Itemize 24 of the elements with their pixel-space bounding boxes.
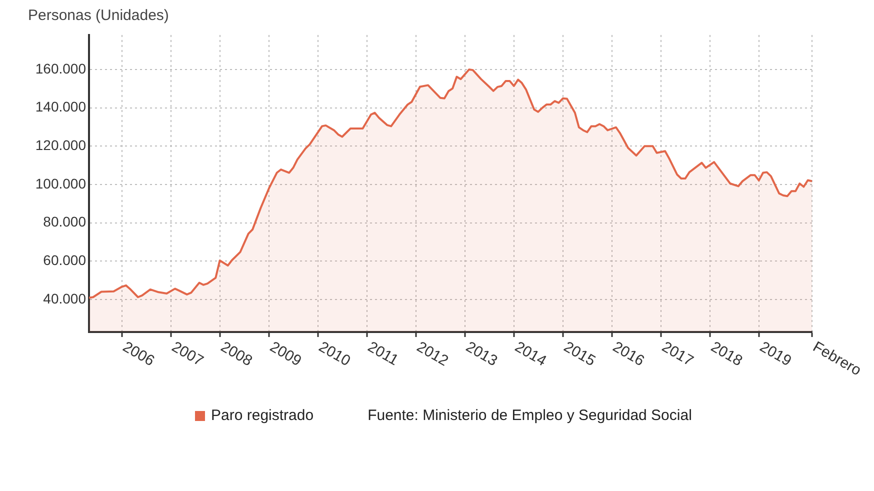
y-tick-label: 120.000 xyxy=(35,136,86,153)
y-tick-label: 140.000 xyxy=(35,98,86,115)
x-tick-label: 2014 xyxy=(512,338,550,370)
x-tick-label: 2006 xyxy=(120,338,158,370)
x-tick-label: 2018 xyxy=(708,338,746,370)
y-tick-label: 160.000 xyxy=(35,60,86,76)
x-tick-label: 2009 xyxy=(266,338,304,370)
x-tick-label: 2015 xyxy=(560,338,598,370)
x-tick-label: 2011 xyxy=(364,338,402,370)
x-tick-label: 2012 xyxy=(414,338,452,370)
y-tick-label: 60.000 xyxy=(43,252,86,268)
x-tick-label: 2016 xyxy=(610,338,648,370)
x-tick-label: 2008 xyxy=(218,338,256,370)
source-note: Fuente: Ministerio de Empleo y Seguridad Social xyxy=(368,407,692,424)
x-tick-label: 2007 xyxy=(168,338,206,370)
x-tick-label: 2013 xyxy=(462,338,500,370)
y-tick-label: 40.000 xyxy=(43,290,86,306)
y-tick-label: 80.000 xyxy=(43,214,86,230)
y-axis-title: Personas (Unidades) xyxy=(28,7,169,24)
x-tick-label: 2017 xyxy=(658,338,696,370)
x-tick-label: 2010 xyxy=(316,338,354,370)
y-tick-label: 100.000 xyxy=(35,175,86,192)
legend-label: Paro registrado xyxy=(211,407,314,424)
x-tick-label: 2019 xyxy=(756,338,794,370)
